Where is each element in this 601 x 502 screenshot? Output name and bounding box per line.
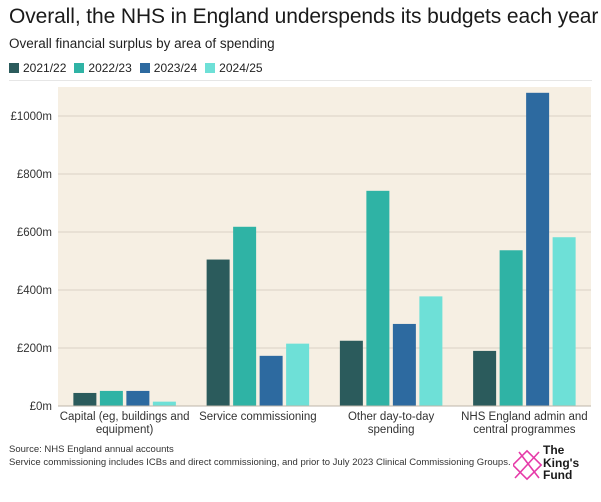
x-tick-label: Capital (eg, buildings and bbox=[60, 411, 190, 423]
bar bbox=[473, 350, 497, 406]
legend: 2021/22 2022/23 2023/24 2024/25 bbox=[9, 61, 263, 75]
x-tick-label: Service commissioning bbox=[199, 411, 317, 423]
logo-mark-icon bbox=[511, 449, 543, 481]
legend-label: 2023/24 bbox=[153, 61, 198, 75]
legend-item-2021-22: 2021/22 bbox=[9, 61, 66, 75]
logo-text: The King's Fund bbox=[543, 444, 579, 482]
bar bbox=[419, 296, 443, 406]
bar bbox=[126, 390, 150, 406]
bar bbox=[499, 250, 523, 406]
legend-label: 2024/25 bbox=[219, 61, 263, 75]
bar bbox=[392, 323, 416, 406]
legend-item-2024-25: 2024/25 bbox=[205, 61, 263, 75]
logo-line: The bbox=[543, 443, 565, 457]
y-tick-label: £400m bbox=[17, 285, 52, 297]
legend-swatch bbox=[9, 63, 19, 73]
y-tick-label: £200m bbox=[17, 343, 52, 355]
chart-title: Overall, the NHS in England underspends … bbox=[9, 5, 599, 28]
y-tick-label: £800m bbox=[17, 169, 52, 181]
bar bbox=[233, 226, 257, 406]
bar bbox=[526, 92, 550, 407]
bar bbox=[286, 343, 310, 406]
bar bbox=[339, 340, 363, 406]
y-tick-label: £600m bbox=[17, 227, 52, 239]
logo-line: Fund bbox=[543, 468, 573, 482]
y-tick-label: £1000m bbox=[10, 111, 52, 123]
x-tick-label: equipment) bbox=[96, 424, 154, 436]
legend-item-2023-24: 2023/24 bbox=[139, 61, 198, 75]
x-tick-label: Other day-to-day bbox=[348, 411, 435, 423]
bar bbox=[259, 355, 283, 406]
chart-footer: Source: NHS England annual accounts Serv… bbox=[9, 443, 511, 469]
legend-swatch bbox=[205, 63, 216, 73]
footnote: Service commissioning includes ICBs and … bbox=[9, 457, 511, 468]
x-tick-label: spending bbox=[368, 424, 415, 436]
legend-label: 2022/23 bbox=[88, 61, 132, 75]
legend-label: 2021/22 bbox=[23, 61, 67, 75]
legend-swatch bbox=[74, 63, 85, 73]
chart-subtitle: Overall financial surplus by area of spe… bbox=[9, 36, 275, 51]
legend-swatch bbox=[139, 63, 150, 73]
x-tick-label: NHS England admin and bbox=[461, 411, 588, 423]
bar bbox=[152, 401, 176, 406]
bar bbox=[73, 392, 97, 406]
source-note: Source: NHS England annual accounts bbox=[9, 444, 174, 455]
kings-fund-logo: The King's Fund bbox=[511, 444, 595, 488]
bar bbox=[552, 237, 576, 406]
x-tick-label: central programmes bbox=[473, 424, 576, 436]
legend-item-2022-23: 2022/23 bbox=[74, 61, 132, 75]
bar bbox=[366, 190, 390, 406]
logo-line: King's bbox=[543, 455, 580, 470]
bar bbox=[99, 390, 123, 406]
y-tick-label: £0m bbox=[30, 401, 52, 413]
legend-divider bbox=[9, 80, 592, 81]
bar bbox=[206, 259, 230, 406]
